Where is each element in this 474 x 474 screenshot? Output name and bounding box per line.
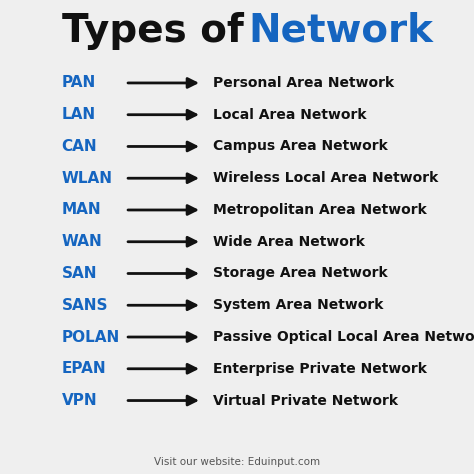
- Text: Local Area Network: Local Area Network: [213, 108, 367, 122]
- Text: Wireless Local Area Network: Wireless Local Area Network: [213, 171, 438, 185]
- Text: Visit our website: Eduinput.com: Visit our website: Eduinput.com: [154, 457, 320, 467]
- Text: SAN: SAN: [62, 266, 97, 281]
- Text: Network: Network: [249, 12, 434, 50]
- Text: CAN: CAN: [62, 139, 97, 154]
- Text: SANS: SANS: [62, 298, 108, 313]
- Text: Virtual Private Network: Virtual Private Network: [213, 393, 398, 408]
- Text: Storage Area Network: Storage Area Network: [213, 266, 388, 281]
- Text: LAN: LAN: [62, 107, 96, 122]
- Text: Wide Area Network: Wide Area Network: [213, 235, 365, 249]
- Text: PAN: PAN: [62, 75, 96, 91]
- Text: Passive Optical Local Area Network: Passive Optical Local Area Network: [213, 330, 474, 344]
- Text: WLAN: WLAN: [62, 171, 113, 186]
- Text: Enterprise Private Network: Enterprise Private Network: [213, 362, 427, 376]
- Text: Metropolitan Area Network: Metropolitan Area Network: [213, 203, 427, 217]
- Text: EPAN: EPAN: [62, 361, 106, 376]
- Text: Personal Area Network: Personal Area Network: [213, 76, 394, 90]
- Text: MAN: MAN: [62, 202, 101, 218]
- Text: WAN: WAN: [62, 234, 102, 249]
- Text: Types of: Types of: [62, 12, 257, 50]
- Text: System Area Network: System Area Network: [213, 298, 383, 312]
- Text: Campus Area Network: Campus Area Network: [213, 139, 388, 154]
- Text: VPN: VPN: [62, 393, 97, 408]
- Text: POLAN: POLAN: [62, 329, 120, 345]
